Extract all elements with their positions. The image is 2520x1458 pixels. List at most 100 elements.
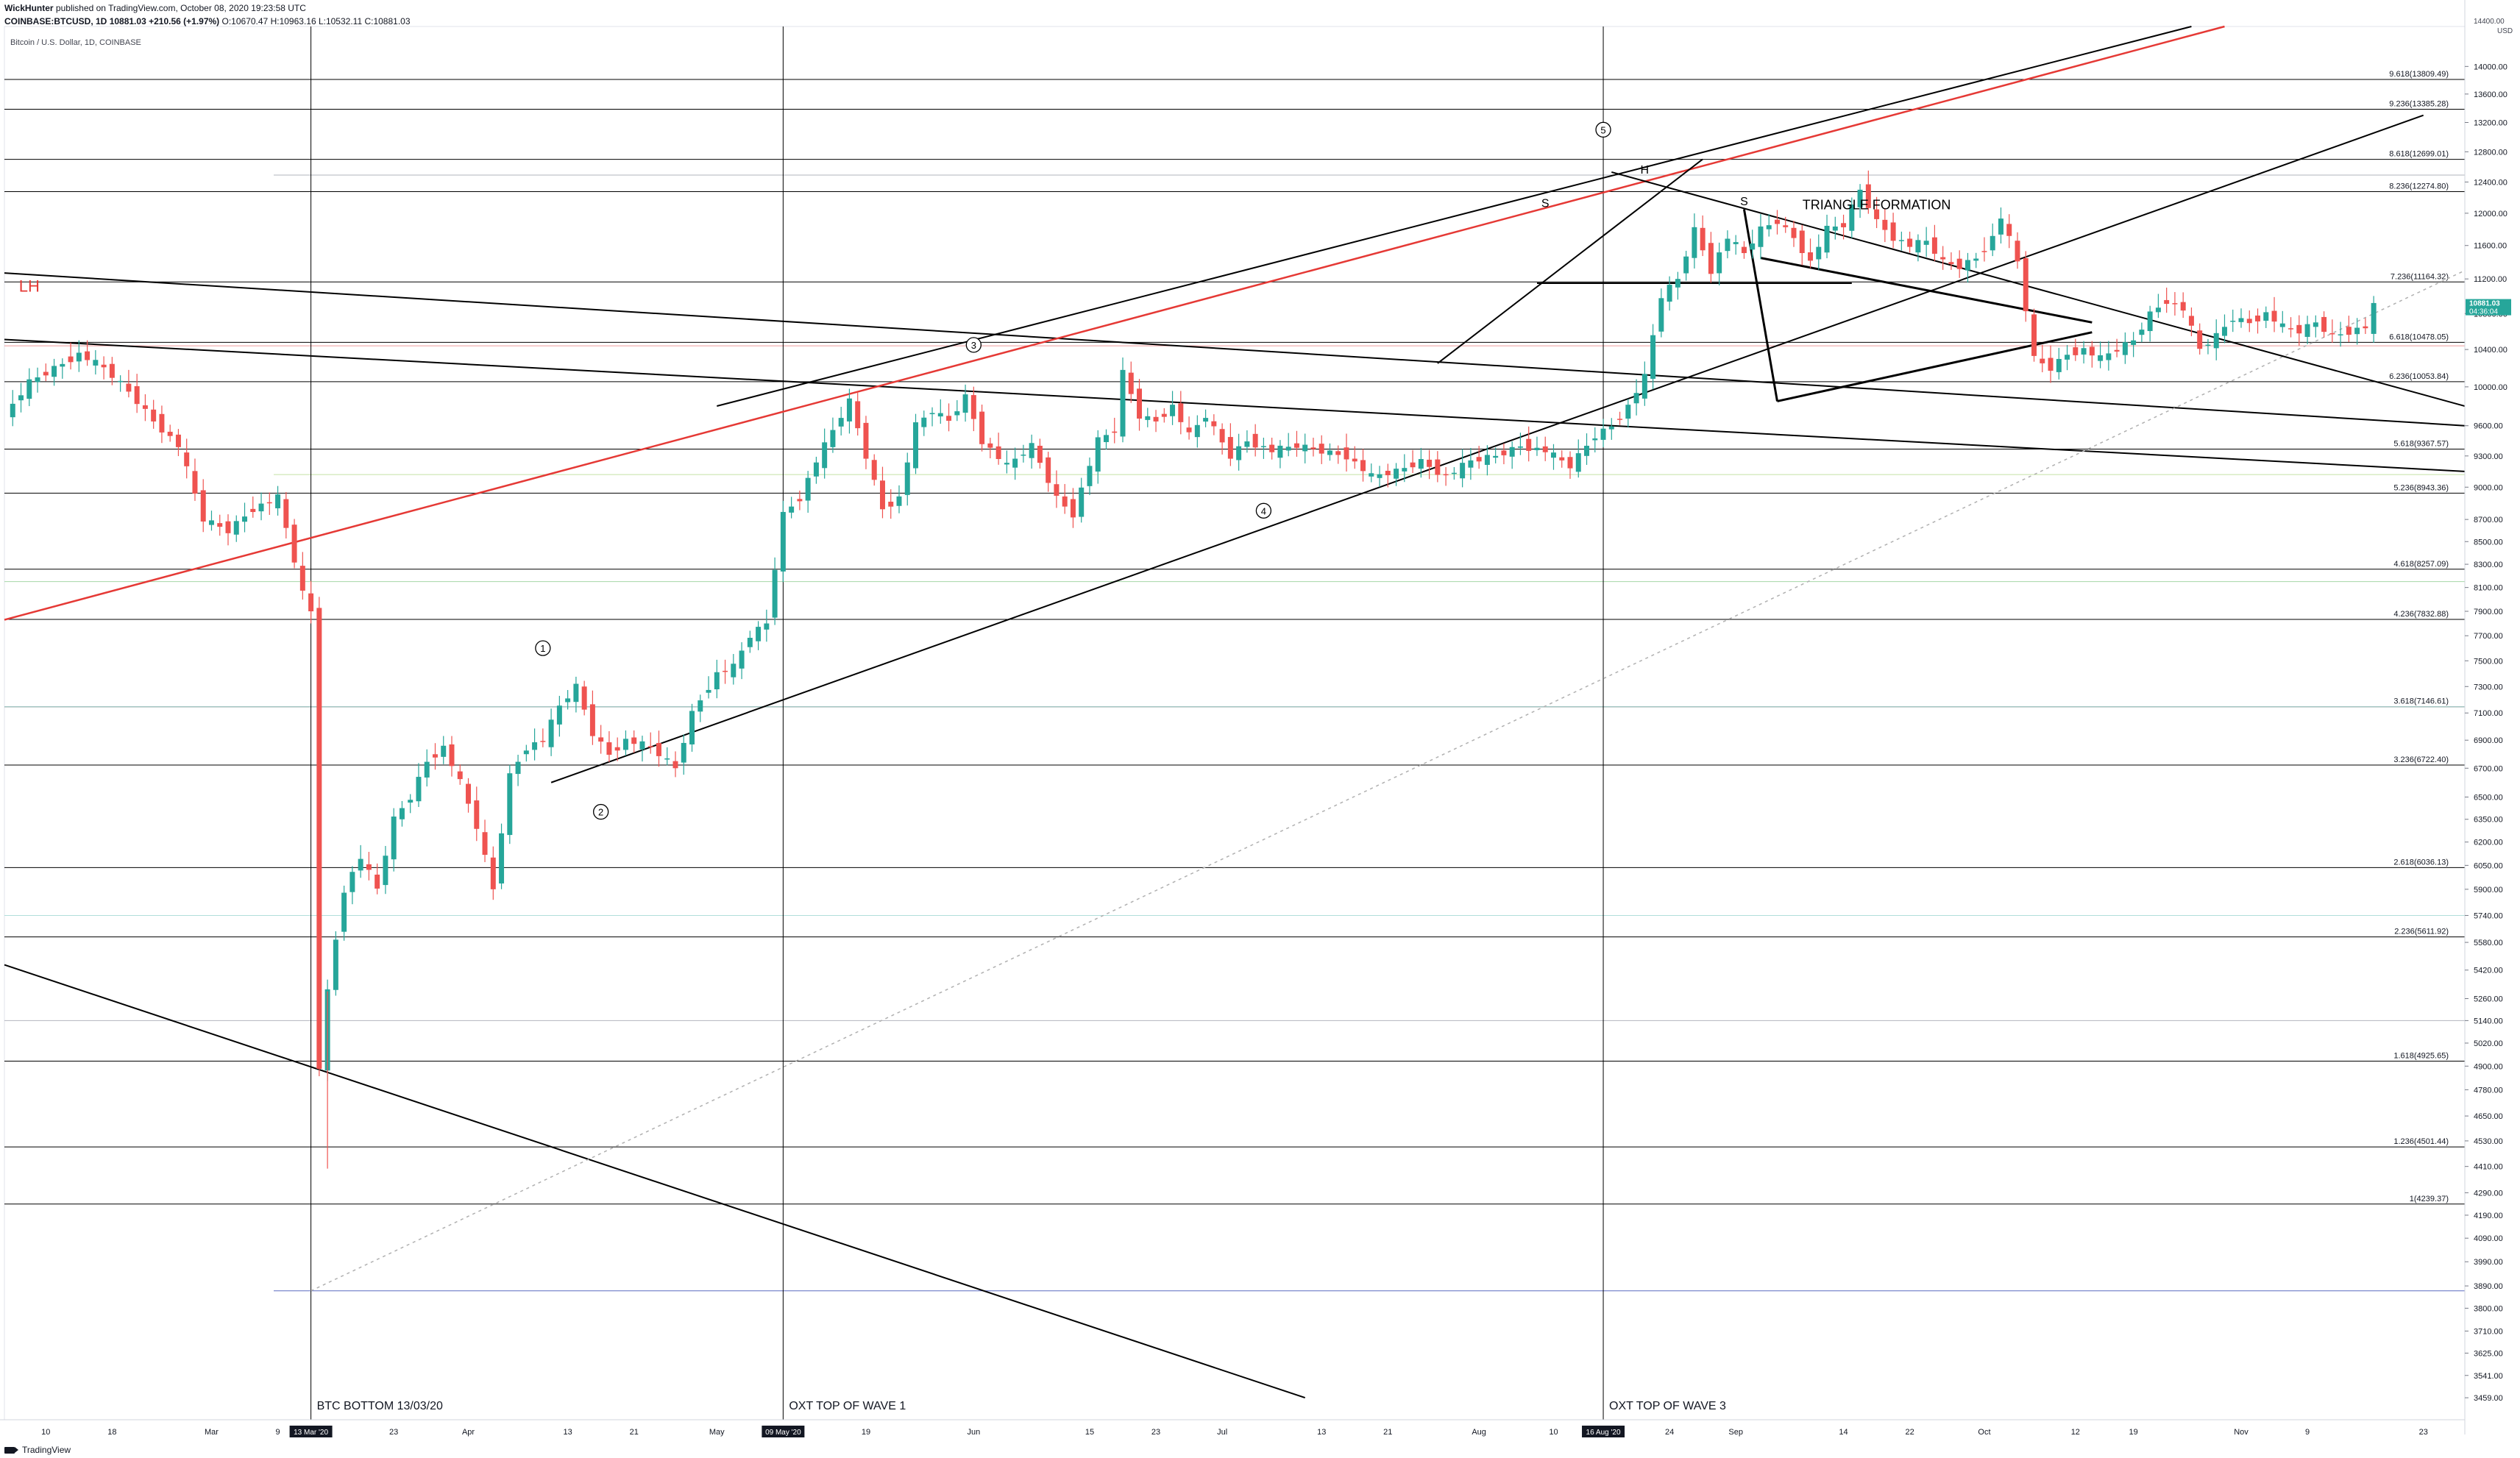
candle — [723, 659, 728, 684]
candle-body — [68, 356, 74, 363]
candle — [1791, 221, 1797, 247]
candle — [490, 846, 496, 900]
candle-body — [2313, 322, 2318, 327]
candle — [515, 755, 521, 786]
time-highlight-box — [762, 1426, 805, 1437]
candle — [1476, 446, 1482, 469]
trendline — [310, 269, 2466, 1292]
candle — [101, 356, 107, 380]
candle — [639, 736, 645, 762]
candle-body — [2279, 323, 2285, 327]
candle — [879, 466, 885, 519]
price-tick-label: 4410.00 — [2474, 1163, 2503, 1172]
candle — [2371, 296, 2377, 344]
candle-body — [142, 405, 148, 409]
candle-body — [631, 737, 637, 744]
candle — [2279, 310, 2285, 333]
candle-body — [747, 638, 753, 647]
candle-body — [1402, 468, 1408, 472]
price-tick-label: 3890.00 — [2474, 1282, 2503, 1291]
candle-body — [1451, 472, 1457, 474]
candle — [1783, 216, 1789, 233]
candle — [970, 386, 976, 432]
author-name[interactable]: WickHunter — [4, 3, 54, 13]
candle-body — [1832, 226, 1838, 231]
candle-body — [358, 858, 363, 871]
candle-body — [466, 783, 472, 804]
candle-body — [647, 746, 653, 747]
wave-label-circle — [593, 803, 609, 820]
price-tick-label: 4190.00 — [2474, 1212, 2503, 1220]
candle — [1708, 232, 1714, 283]
candle-body — [299, 566, 305, 591]
candle-body — [1344, 447, 1349, 460]
candle — [780, 500, 786, 583]
candle — [1103, 429, 1109, 449]
candle-body — [913, 422, 919, 469]
candle-body — [1310, 447, 1316, 449]
candle — [1269, 437, 1275, 460]
candle-body — [548, 719, 554, 747]
candle — [863, 416, 869, 469]
candle-body — [283, 499, 289, 528]
candle — [1915, 234, 1921, 262]
candle-body — [739, 650, 745, 669]
candle — [2230, 309, 2236, 333]
candle-body — [1509, 447, 1515, 457]
candle-body — [1940, 257, 1946, 260]
candle — [896, 485, 902, 513]
candle-body — [242, 516, 248, 522]
candle-body — [581, 686, 587, 710]
candle — [1402, 454, 1408, 483]
candle — [1244, 430, 1250, 453]
candle — [1981, 237, 1987, 262]
candle-body — [598, 737, 604, 742]
candle-body — [614, 747, 620, 751]
candle-body — [2114, 349, 2120, 352]
candle — [1285, 433, 1291, 457]
last-price: 10881.03 — [109, 16, 146, 26]
candle-body — [2238, 318, 2244, 322]
candle-body — [2172, 303, 2178, 305]
candle-body — [1617, 419, 1623, 420]
trendline — [4, 25, 2225, 621]
time-highlight-label: 13 Mar '20 — [294, 1429, 328, 1437]
candle-body — [2304, 324, 2310, 337]
time-tick-label: 22 — [1906, 1428, 1914, 1437]
candle — [159, 405, 165, 444]
candle-body — [200, 490, 206, 522]
time-tick-label: 23 — [1151, 1428, 1160, 1437]
candle-body — [1931, 237, 1937, 254]
candle-body — [846, 398, 852, 422]
candle — [1799, 224, 1805, 266]
candle — [1153, 410, 1159, 433]
candle — [10, 390, 15, 427]
candle-body — [2089, 346, 2095, 356]
candle-body — [1733, 242, 1739, 244]
candle-body — [1923, 241, 1929, 245]
candle-body — [10, 403, 15, 418]
candle — [1443, 466, 1449, 486]
candle-body — [1725, 238, 1731, 252]
candle-body — [2155, 307, 2161, 313]
candle-body — [2296, 324, 2302, 334]
candle-body — [1493, 455, 1499, 458]
time-tick-label: Nov — [2234, 1428, 2249, 1437]
candle-body — [109, 363, 115, 378]
candle-body — [316, 608, 322, 1070]
candle-body — [1269, 444, 1275, 452]
candle — [1227, 423, 1233, 466]
candle-body — [1410, 462, 1416, 468]
candle — [2040, 344, 2045, 373]
candle — [1567, 451, 1573, 479]
candle — [672, 751, 678, 778]
candle-body — [1542, 446, 1548, 452]
candle-body — [1153, 416, 1159, 422]
candle — [1841, 214, 1847, 240]
candle-body — [2213, 333, 2219, 349]
price-axis-currency: USD — [2497, 27, 2513, 35]
candle-body — [184, 452, 190, 466]
wave-label-circle — [535, 640, 551, 656]
candle — [1816, 234, 1822, 270]
